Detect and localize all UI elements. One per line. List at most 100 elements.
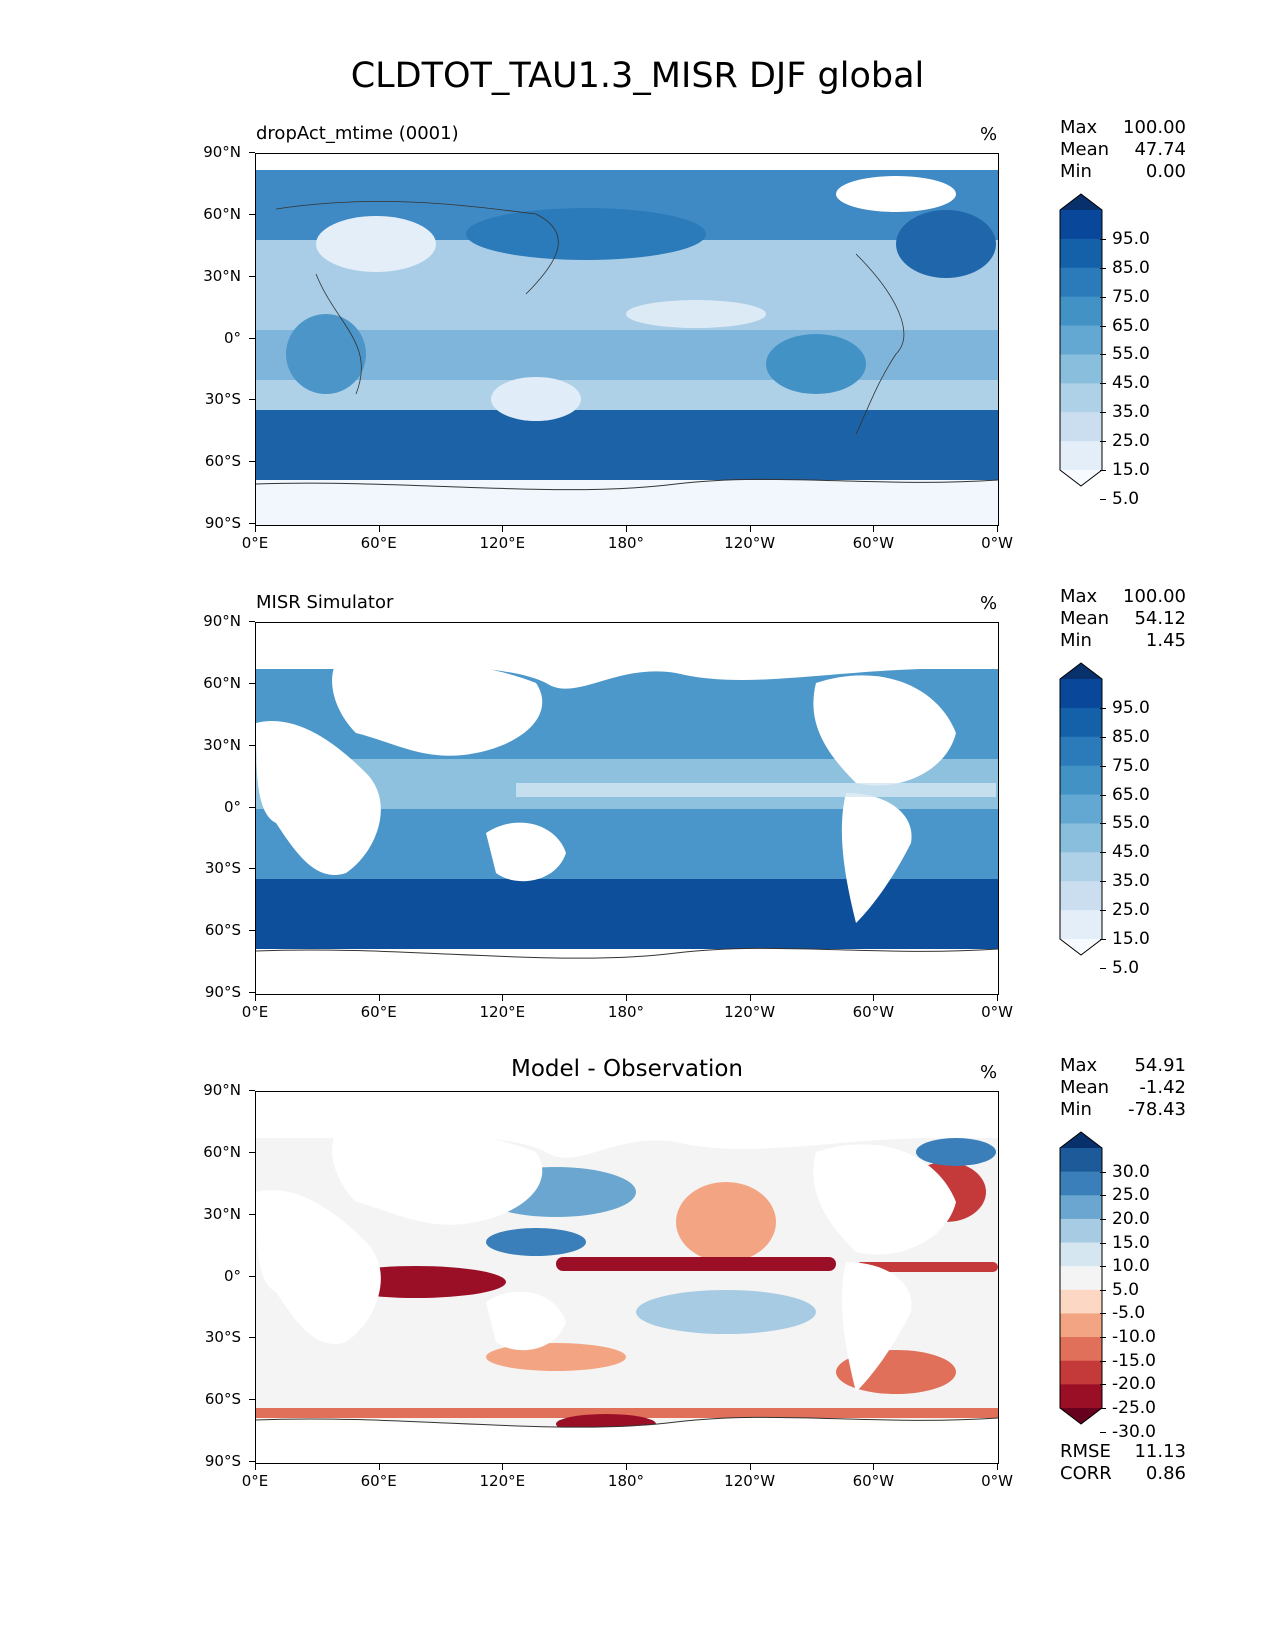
colorbar-swatch (1060, 736, 1102, 767)
metric-rmse: 11.13 (1134, 1441, 1186, 1462)
stat-max: 100.00 (1123, 117, 1186, 138)
lat-tick-label: 30°N (181, 1205, 255, 1223)
colorbar-tick-label: 95.0 (1100, 697, 1150, 718)
stat-mean: -1.42 (1139, 1077, 1186, 1098)
colorbar-tick-label: -25.0 (1100, 1398, 1156, 1418)
lat-tick-label: 60°N (181, 1143, 255, 1161)
colorbar-swatch (1060, 1384, 1102, 1409)
panel-title: dropAct_mtime (0001) (256, 123, 459, 144)
lon-tick-label: 0°E (215, 995, 295, 1021)
colorbar-swatch (1060, 238, 1102, 269)
stat-max: 100.00 (1123, 586, 1186, 607)
colorbar-swatch (1060, 765, 1102, 796)
colorbar-tick-label: 15.0 (1100, 929, 1150, 949)
colorbar: 95.0 85.0 75.0 65.0 55.0 45.0 35.0 25.0 15.0 5.0 (1059, 193, 1190, 509)
lon-tick-label: 60°W (833, 526, 913, 552)
lon-tick-label: 120°W (710, 1464, 790, 1490)
stats-block: Max 100.00 Mean 54.12 Min 1.45 (1060, 586, 1186, 652)
colorbar-tick-label: -20.0 (1100, 1374, 1156, 1395)
panel-title: Model - Observation (510, 1056, 744, 1082)
lat-tick-label: 60°S (181, 1390, 255, 1408)
colorbar: 30.0 25.0 20.0 15.0 10.0 5.0 -5.0 -10.0 -15.0 -20… (1059, 1131, 1190, 1442)
colorbar-tick-label: 55.0 (1100, 344, 1150, 365)
lat-tick-label: 30°S (181, 390, 255, 408)
lat-tick-label: 60°S (181, 921, 255, 939)
metric-corr: 0.86 (1145, 1463, 1186, 1484)
map-field (256, 1092, 998, 1463)
stat-label: Max (1060, 117, 1098, 138)
lon-tick-label: 0°W (957, 1464, 1037, 1490)
lat-tick-label: 30°S (181, 1328, 255, 1346)
colorbar-swatch (1060, 1289, 1102, 1314)
colorbar-swatch (1060, 210, 1102, 240)
colorbar-tick-label: 5.0 (1099, 1279, 1140, 1300)
colorbar-extend-max (1060, 663, 1102, 679)
colorbar-swatch (1060, 1195, 1102, 1220)
map-field (256, 154, 998, 525)
lat-tick-label: 90°N (181, 612, 255, 630)
stat-max: 54.91 (1134, 1055, 1186, 1076)
colorbar-tick-label: 25.0 (1100, 900, 1150, 921)
lon-tick-label: 60°E (339, 1464, 419, 1490)
colorbar-tick-label: 25.0 (1100, 431, 1150, 452)
colorbar-swatch (1060, 823, 1102, 853)
lon-tick-label: 120°W (710, 995, 790, 1021)
colorbar-tick-label: 55.0 (1100, 813, 1150, 834)
stat-label: Max (1060, 1055, 1098, 1076)
lat-tick-label: 0° (181, 1267, 255, 1285)
stats-block: Max 54.91 Mean -1.42 Min -78.43 (1060, 1055, 1186, 1121)
lon-tick-label: 60°W (833, 1464, 913, 1490)
lon-tick-label: 180° (586, 995, 666, 1021)
map-field (256, 623, 998, 994)
colorbar-swatch (1060, 412, 1102, 442)
colorbar-tick-label: 30.0 (1100, 1161, 1150, 1182)
metrics-block: RMSE 11.13 CORR 0.86 (1060, 1441, 1186, 1485)
metric-label: CORR (1060, 1463, 1112, 1484)
colorbar-tick-label: 75.0 (1100, 755, 1150, 776)
colorbar-swatch (1060, 1337, 1102, 1362)
lon-tick-label: 120°E (462, 1464, 542, 1490)
map-plot (255, 1091, 999, 1464)
lat-tick-label: 90°S (181, 983, 255, 1001)
colorbar-extend-min (1060, 470, 1102, 486)
lon-tick-label: 180° (586, 526, 666, 552)
stat-min: 1.45 (1145, 630, 1186, 651)
colorbar-swatch (1060, 1313, 1102, 1338)
colorbar-tick-label: -10.0 (1100, 1327, 1156, 1348)
colorbar-tick-label: 85.0 (1100, 257, 1150, 278)
lon-tick-label: 60°E (339, 526, 419, 552)
colorbar-tick-label: 45.0 (1100, 373, 1150, 394)
stat-min: -78.43 (1127, 1099, 1186, 1120)
stat-label: Mean (1060, 139, 1110, 160)
colorbar-swatches (1059, 1131, 1103, 1425)
colorbar-swatch (1060, 679, 1102, 709)
colorbar-swatch (1060, 354, 1102, 384)
colorbar-swatch (1060, 1360, 1102, 1385)
lat-tick-label: 60°N (181, 205, 255, 223)
lon-tick-label: 0°W (957, 526, 1037, 552)
colorbar-tick-label: 25.0 (1100, 1185, 1150, 1206)
lon-tick-label: 120°W (710, 526, 790, 552)
colorbar-tick-label: 35.0 (1100, 402, 1150, 423)
stat-min: 0.00 (1145, 161, 1186, 182)
units-label: % (980, 124, 998, 145)
colorbar-extend-max (1060, 1132, 1102, 1148)
stat-label: Mean (1060, 608, 1110, 629)
map-plot (255, 622, 999, 995)
colorbar-swatch (1060, 325, 1102, 355)
colorbar-swatch (1060, 1148, 1102, 1173)
lat-tick-label: 30°S (181, 859, 255, 877)
colorbar-swatch (1060, 794, 1102, 824)
lon-tick-label: 180° (586, 1464, 666, 1490)
colorbar-tick-label: 15.0 (1100, 1232, 1150, 1253)
metric-label: RMSE (1060, 1441, 1111, 1462)
stat-mean: 47.74 (1134, 139, 1186, 160)
colorbar-extend-max (1060, 194, 1102, 210)
colorbar-swatches (1059, 662, 1103, 956)
colorbar-tick-label: 5.0 (1099, 957, 1140, 978)
units-label: % (980, 593, 998, 614)
colorbar-swatch (1060, 881, 1102, 911)
colorbar-extend-min (1060, 1408, 1102, 1424)
colorbar-tick-label: -30.0 (1100, 1421, 1156, 1442)
stat-mean: 54.12 (1134, 608, 1186, 629)
